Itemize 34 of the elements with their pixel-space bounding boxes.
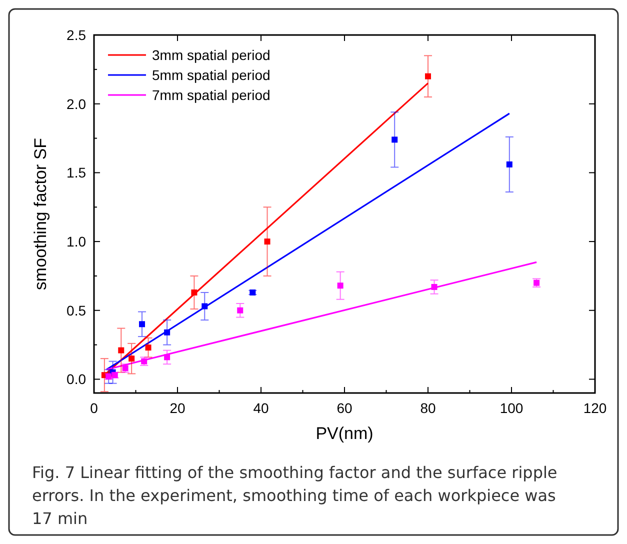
- y-tick-label: 2.0: [66, 96, 86, 112]
- legend-label: 3mm spatial period: [152, 47, 270, 63]
- x-tick-label: 120: [583, 400, 607, 416]
- point: [164, 329, 170, 336]
- x-tick-label: 100: [500, 400, 524, 416]
- point: [337, 282, 344, 289]
- x-axis-title: PV(nm): [316, 424, 374, 443]
- point: [128, 356, 135, 362]
- x-tick-label: 40: [253, 400, 269, 416]
- point: [237, 307, 244, 314]
- x-tick-label: 20: [170, 400, 186, 416]
- point: [164, 354, 170, 360]
- point: [392, 136, 398, 143]
- point: [431, 284, 438, 290]
- point: [506, 161, 512, 168]
- point: [145, 344, 152, 351]
- y-tick-label: 1.0: [66, 234, 86, 250]
- legend-label: 7mm spatial period: [152, 87, 270, 103]
- point: [191, 289, 198, 296]
- point: [425, 73, 431, 80]
- point: [264, 238, 270, 245]
- y-axis-title: smoothing factor SF: [31, 138, 50, 290]
- x-tick-label: 60: [336, 400, 352, 416]
- y-tick-label: 0.0: [66, 371, 86, 388]
- caption: Fig. 7 Linear fitting of the smoothing factor and the surface ripple errors. In the experiment, smoothing time of each workpiece was 17 min: [32, 463, 558, 528]
- legend-label: 5mm spatial period: [152, 67, 270, 83]
- point: [118, 347, 124, 354]
- point: [202, 303, 208, 310]
- y-tick-label: 1.5: [66, 164, 86, 181]
- y-tick-label: 2.5: [66, 27, 86, 43]
- y-tick-label: 0.5: [66, 302, 86, 318]
- point: [139, 321, 146, 328]
- x-tick-label: 80: [420, 400, 436, 416]
- x-tick-label: 0: [90, 400, 98, 416]
